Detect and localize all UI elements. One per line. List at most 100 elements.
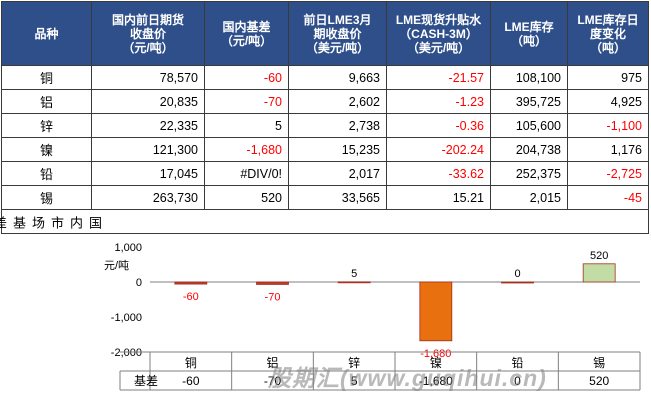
header-line: 前日LME3月: [303, 12, 372, 27]
cell-stock: 395,725: [490, 89, 568, 114]
header-line: （美元/吨）: [406, 40, 471, 55]
header-line: （吨）: [589, 40, 626, 55]
cell-name: 锡: [1, 185, 92, 210]
bar-5: [582, 263, 616, 283]
cell-stock-change: 975: [567, 65, 649, 90]
cell-lme3m: 15,235: [288, 137, 387, 162]
y-tick-label: -2,000: [111, 347, 142, 359]
bar-4: [501, 281, 534, 284]
header-cell-2: 国内基差 （元/吨）: [204, 1, 289, 66]
bar-0: [174, 281, 208, 285]
cell-spread: -0.36: [386, 113, 491, 138]
y-tick-label: -1,000: [111, 312, 142, 324]
x-tick-label: 锌: [348, 356, 360, 370]
bar-value-label: -1,680: [420, 348, 451, 360]
x-tick-label: 铜: [185, 355, 197, 370]
data-table-value: 0: [514, 374, 521, 388]
y-axis-label: 元/吨: [104, 259, 129, 272]
header-line: 度变化: [589, 26, 626, 41]
cell-name: 铝: [1, 89, 92, 114]
cell-futures: 78,570: [91, 65, 205, 90]
cell-stock: 108,100: [490, 65, 568, 90]
cell-stock-change: 4,925: [567, 89, 649, 114]
bar-value-label: 0: [514, 268, 520, 280]
header-line: LME现货升贴水: [395, 12, 482, 27]
cell-stock-change: -1,100: [567, 113, 649, 138]
chart-cell: 国内市场基差 1,000 0 -1,000 -2,000 元/吨 -60 -70 5 -1,68…: [0, 209, 649, 391]
watermark: 股期汇(www.guqihui.cn): [268, 365, 547, 391]
chart-row: 国内市场基差 1,000 0 -1,000 -2,000 元/吨 -60 -70 5 -1,68…: [0, 209, 649, 391]
cell-basis: 520: [204, 185, 289, 210]
cell-name: 锌: [1, 113, 92, 138]
header-cell-6: LME库存日 度变化 （吨）: [567, 1, 649, 66]
cell-stock: 252,375: [490, 161, 568, 186]
cell-basis: #DIV/0!: [204, 161, 289, 186]
cell-stock: 105,600: [490, 113, 568, 138]
table-row: 铝 20,835 -70 2,602 -1.23 395,725 4,925: [1, 89, 649, 114]
bar-value-label: 520: [590, 250, 608, 262]
table-header-row: 品种 国内前日期货 收盘价 （元/吨） 国内基差 （元/吨） 前日LME3月 期收盘价 （美元/…: [1, 1, 649, 66]
cell-spread: -202.24: [386, 137, 491, 162]
cell-spread: -21.57: [386, 65, 491, 90]
cell-basis: 5: [204, 113, 289, 138]
chart-section-label: 国内市场基差: [0, 216, 102, 233]
cell-spread: -33.62: [386, 161, 491, 186]
header-cell-3: 前日LME3月 期收盘价 （美元/吨）: [288, 1, 387, 66]
header-line: （吨）: [510, 33, 547, 48]
data-table-value: -1,680: [419, 374, 453, 388]
bar-1: [256, 281, 289, 285]
data-table-value: 520: [589, 374, 609, 388]
y-tick-label: 1,000: [114, 242, 142, 254]
header-line: 期收盘价: [313, 26, 362, 41]
cell-futures: 22,335: [91, 113, 205, 138]
header-line: （CASH-3M）: [399, 26, 478, 41]
cell-futures: 17,045: [91, 161, 205, 186]
header-line: 收盘价: [129, 26, 166, 41]
data-table-value: -60: [182, 374, 200, 388]
header-cell-4: LME现货升贴水 （CASH-3M） （美元/吨）: [386, 1, 491, 66]
data-table-series-label: 基差: [134, 374, 158, 388]
cell-spread: 15.21: [386, 185, 491, 210]
header-line: LME库存: [504, 19, 554, 34]
header-line: （元/吨）: [122, 40, 174, 55]
cell-stock-change: 1,176: [567, 137, 649, 162]
cell-stock-change: -45: [567, 185, 649, 210]
header-cell-5: LME库存 （吨）: [490, 1, 568, 66]
x-tick-label: 镍: [430, 356, 442, 370]
table-row: 铅 17,045 #DIV/0! 2,017 -33.62 252,375 -2,725: [1, 161, 649, 186]
table-row: 铜 78,570 -60 9,663 -21.57 108,100 975: [1, 65, 649, 90]
cell-futures: 263,730: [91, 185, 205, 210]
cell-name: 铜: [1, 65, 92, 90]
y-tick-label: 0: [136, 277, 142, 289]
bar-value-label: 5: [351, 268, 357, 280]
header-line: LME库存日: [577, 12, 639, 27]
cell-lme3m: 9,663: [288, 65, 387, 90]
cell-lme3m: 33,565: [288, 185, 387, 210]
metals-quote-table: 品种 国内前日期货 收盘价 （元/吨） 国内基差 （元/吨） 前日LME3月 期收盘价 （美元/…: [0, 1, 649, 391]
cell-futures: 20,835: [91, 89, 205, 114]
x-tick-label: 锡: [593, 355, 605, 370]
header-line: 国内基差: [222, 19, 271, 34]
data-table-value: 5: [351, 374, 358, 388]
cell-basis: -70: [204, 89, 289, 114]
cell-spread: -1.23: [386, 89, 491, 114]
cell-stock-change: -2,725: [567, 161, 649, 186]
table-row: 锡 263,730 520 33,565 15.21 2,015 -45: [1, 185, 649, 210]
cell-basis: -1,680: [204, 137, 289, 162]
bar-2: [337, 281, 371, 284]
table-row: 锌 22,335 5 2,738 -0.36 105,600 -1,100: [1, 113, 649, 138]
x-tick-label: 铝: [266, 355, 278, 370]
header-line: 国内前日期货: [111, 12, 184, 27]
cell-stock: 2,015: [490, 185, 568, 210]
cell-futures: 121,300: [91, 137, 205, 162]
header-line: （美元/吨）: [305, 40, 370, 55]
header-cell-0: 品种: [1, 1, 92, 66]
cell-name: 铅: [1, 161, 92, 186]
header-line: （元/吨）: [220, 33, 273, 48]
header-line: 品种: [34, 26, 59, 41]
data-table-value: -70: [264, 374, 282, 388]
cell-basis: -60: [204, 65, 289, 90]
header-cell-1: 国内前日期货 收盘价 （元/吨）: [91, 1, 205, 66]
basis-bar-chart: 1,000 0 -1,000 -2,000 元/吨 -60 -70 5 -1,680 0 520 铜 -…: [104, 242, 641, 391]
bar-value-label: -60: [183, 291, 199, 303]
